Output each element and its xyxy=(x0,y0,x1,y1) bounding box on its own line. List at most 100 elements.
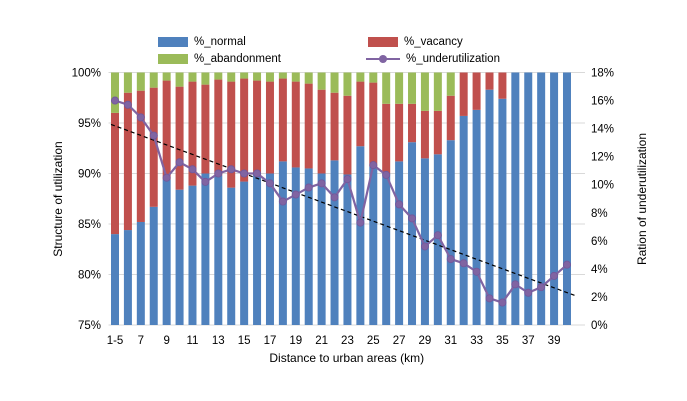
bar-segment-vacancy xyxy=(459,72,468,116)
line-marker xyxy=(382,170,391,179)
right-axis-tick-label: 0% xyxy=(591,320,608,332)
bar-segment-normal xyxy=(136,221,145,325)
x-axis-tick-label: 1-5 xyxy=(107,335,124,347)
line-marker xyxy=(395,200,404,209)
line-marker xyxy=(227,165,236,174)
bar-segment-normal xyxy=(227,187,236,325)
bar-segment-normal xyxy=(537,72,546,325)
line-marker xyxy=(420,242,429,251)
left-axis-tick-label: 75% xyxy=(78,320,101,332)
line-marker xyxy=(511,280,520,289)
bar-segment-vacancy xyxy=(408,103,417,143)
x-axis-tick-label: 31 xyxy=(444,335,457,347)
bar-segment-vacancy xyxy=(175,86,184,190)
x-axis-tick-label: 29 xyxy=(419,335,432,347)
bar-segment-abandonment xyxy=(162,72,171,81)
bar-segment-abandonment xyxy=(240,72,249,79)
bar-segment-abandonment xyxy=(382,72,391,104)
bar-segment-normal xyxy=(304,168,313,325)
legend-item-abandonment: %_abandonment xyxy=(158,53,281,65)
line-marker xyxy=(408,214,417,223)
bar-segment-vacancy xyxy=(240,78,249,182)
legend-swatch-vacancy xyxy=(368,37,398,47)
line-marker xyxy=(123,100,132,109)
bar-segment-normal xyxy=(382,173,391,325)
bar-segment-vacancy xyxy=(472,72,481,110)
bar-segment-abandonment xyxy=(343,72,352,96)
bar-segment-abandonment xyxy=(188,72,197,82)
bar-series xyxy=(111,72,571,326)
bar-segment-normal xyxy=(472,109,481,326)
bar-segment-normal xyxy=(446,140,455,325)
bar-segment-abandonment xyxy=(136,72,145,91)
line-marker xyxy=(537,283,546,292)
line-series-underutilization xyxy=(111,96,571,307)
right-axis-tick-label: 12% xyxy=(591,152,614,164)
bar-segment-normal xyxy=(111,234,119,325)
bar-segment-vacancy xyxy=(304,83,313,169)
legend-swatch-normal xyxy=(158,37,188,47)
bar-segment-vacancy xyxy=(356,81,365,147)
bar-segment-normal xyxy=(498,98,507,325)
line-marker xyxy=(201,177,210,186)
line-marker xyxy=(562,260,571,269)
bar-segment-abandonment xyxy=(304,72,313,84)
bar-segment-vacancy xyxy=(136,90,145,222)
bar-segment-abandonment xyxy=(330,72,339,93)
line-marker xyxy=(356,218,365,227)
bar-segment-abandonment xyxy=(149,72,158,88)
bar-segment-vacancy xyxy=(369,82,378,167)
bar-segment-normal xyxy=(253,173,262,325)
legend-line-marker-icon xyxy=(366,53,400,65)
line-marker xyxy=(524,288,533,297)
bar-segment-normal xyxy=(356,146,365,325)
bar-segment-normal xyxy=(317,173,326,325)
bar-segment-normal xyxy=(524,72,533,325)
bar-segment-normal xyxy=(240,181,249,325)
bar-segment-vacancy xyxy=(214,79,223,176)
bar-segment-abandonment xyxy=(214,72,223,80)
x-axis-tick-label: 19 xyxy=(289,335,302,347)
right-axis-tick-label: 16% xyxy=(591,96,614,108)
bar-segment-abandonment xyxy=(227,72,236,82)
line-marker xyxy=(175,158,184,167)
x-axis-tick-label: 23 xyxy=(341,335,354,347)
bar-segment-vacancy xyxy=(291,81,300,168)
line-marker xyxy=(188,165,197,174)
left-axis-tick-label: 95% xyxy=(78,118,101,130)
bar-segment-abandonment xyxy=(317,72,326,90)
x-axis-title: Distance to urban areas (km) xyxy=(269,351,424,365)
bar-segment-vacancy xyxy=(149,87,158,207)
x-axis-tick-label: 25 xyxy=(367,335,380,347)
line-marker xyxy=(265,179,274,188)
left-axis-title: Structure of utilization xyxy=(51,141,65,256)
bar-segment-abandonment xyxy=(265,72,274,82)
bar-segment-vacancy xyxy=(253,80,262,174)
bar-segment-normal xyxy=(562,72,571,325)
x-axis-tick-label: 21 xyxy=(315,335,328,347)
x-axis-tick-label: 37 xyxy=(522,335,535,347)
line-marker xyxy=(214,169,223,178)
bar-segment-vacancy xyxy=(395,103,404,162)
bar-segment-vacancy xyxy=(498,72,507,99)
legend-swatch-abandonment xyxy=(158,54,188,64)
bar-segment-normal xyxy=(459,115,468,326)
bar-segment-normal xyxy=(265,173,274,325)
bar-segment-abandonment xyxy=(420,72,429,111)
right-axis-tick-label: 10% xyxy=(591,180,614,192)
x-axis-tick-label: 35 xyxy=(496,335,509,347)
line-marker xyxy=(253,169,262,178)
line-marker xyxy=(330,193,339,202)
left-axis-tick-label: 85% xyxy=(78,219,101,231)
bar-segment-normal xyxy=(291,167,300,325)
x-axis-tick-label: 15 xyxy=(238,335,251,347)
legend-label-underutilization: %_underutilization xyxy=(406,53,500,65)
line-marker xyxy=(278,197,287,206)
bar-segment-vacancy xyxy=(111,112,119,235)
line-marker xyxy=(485,294,494,303)
left-axis-tick-label: 90% xyxy=(78,169,101,181)
x-axis-tick-label: 17 xyxy=(264,335,277,347)
legend-item-normal: %_normal xyxy=(158,36,246,48)
line-marker xyxy=(291,190,300,199)
